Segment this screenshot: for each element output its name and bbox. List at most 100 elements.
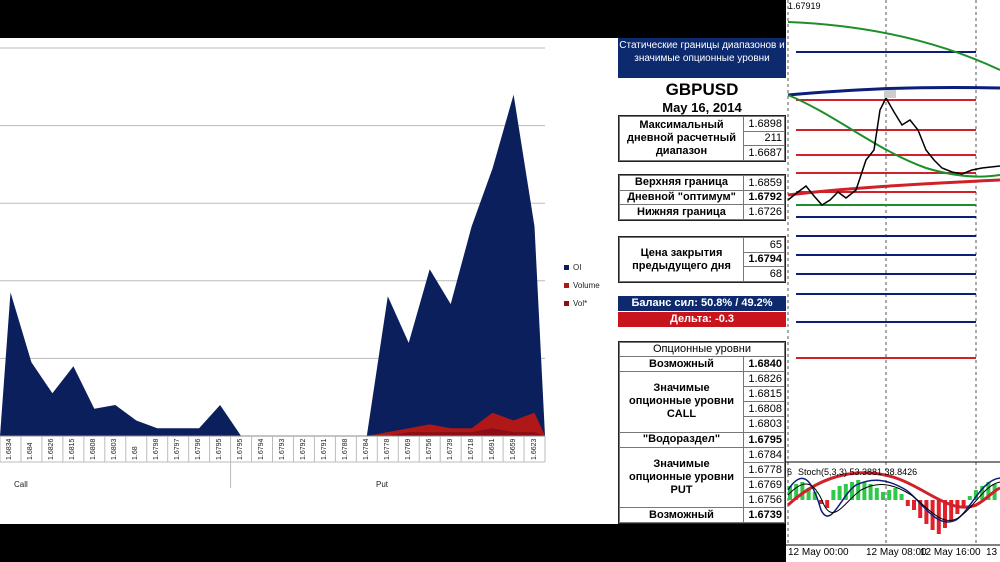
group-label-put: Put	[376, 480, 389, 489]
price-chart-window[interactable]: 1.67919 6 Stoch(5,3,3) 53.3881 38.8426 1…	[786, 0, 1000, 562]
stoch-bar	[893, 488, 898, 500]
option-levels-header: Опционные уровни	[619, 342, 785, 357]
close-lower: 68	[743, 266, 785, 282]
possible-bottom-label: Возможный	[619, 507, 744, 523]
close-price: 1.6794	[743, 251, 785, 268]
call-level-2: 1.6815	[743, 386, 785, 403]
stoch-signal-line	[787, 481, 1000, 521]
stoch-bar	[918, 500, 923, 518]
stoch-bar	[924, 500, 929, 524]
high-marker	[884, 90, 896, 98]
stoch-bar	[856, 480, 861, 500]
x-tick-label: 1.6796	[195, 438, 203, 460]
legend-label: OI	[573, 263, 581, 272]
stoch-bar	[819, 500, 823, 504]
stoch-bar	[874, 488, 879, 500]
series-area-vol	[0, 428, 545, 436]
stoch-bar	[912, 500, 916, 510]
x-tick-label: 1.6794	[258, 438, 266, 460]
call-level-3: 1.6808	[743, 401, 785, 418]
x-tick-label: 1.6659	[509, 438, 517, 460]
time-label-2: 12 May 08:00	[866, 547, 927, 558]
range-high: 1.6898	[743, 116, 785, 132]
x-tick-label: 1.6834	[6, 438, 14, 460]
x-tick-label: 1.6691	[488, 438, 496, 460]
report-date: May 16, 2014	[662, 100, 742, 115]
stoch-bar	[868, 484, 873, 500]
delta-bar: Дельта: -0.3	[618, 312, 786, 327]
call-level-1: 1.6826	[743, 370, 785, 388]
x-tick-label: 1.6803	[111, 438, 119, 460]
time-label-1: 12 May 00:00	[788, 547, 849, 558]
optimum-value: 1.6792	[743, 189, 785, 206]
time-label-3: 12 May 16:00	[920, 547, 981, 558]
upper-bound-value: 1.6859	[743, 175, 785, 191]
possible-bottom-value: 1.6739	[743, 507, 785, 523]
stoch-bar	[949, 500, 954, 522]
ma-blue-line	[787, 85, 1000, 97]
stoch-bar	[967, 496, 972, 500]
stoch-bar	[794, 484, 799, 500]
ma-red-line	[787, 178, 1000, 197]
range-label: Максимальный дневной расчетный диапазон	[619, 116, 744, 161]
lower-bound-label: Нижняя граница	[619, 204, 744, 220]
stoch-prefix: 6	[787, 467, 793, 477]
balance-bar: Баланс сил: 50.8% / 49.2%	[618, 296, 786, 311]
ma-green-line-top	[787, 21, 1000, 71]
currency-pair: GBPUSD	[665, 80, 739, 99]
upper-bound-label: Верхняя граница	[619, 175, 744, 191]
call-label: Значимые опционные уровни CALL	[619, 371, 744, 433]
stoch-bar	[862, 482, 867, 500]
x-tick-label: 1.6808	[90, 438, 98, 460]
x-tick-label: 1.6623	[530, 438, 538, 460]
put-level-2: 1.6778	[743, 461, 785, 478]
legend-swatch	[564, 265, 569, 270]
x-tick-label: 1.68	[132, 446, 140, 460]
legend-swatch	[564, 283, 569, 288]
range-low: 1.6687	[743, 145, 785, 161]
optimum-label: Дневной "оптимум"	[619, 189, 744, 206]
put-level-4: 1.6756	[743, 491, 785, 509]
stoch-bar	[887, 490, 892, 500]
x-tick-label: 1.6826	[48, 438, 56, 460]
x-tick-label: 1.6718	[467, 438, 475, 460]
legend-label: Volume	[573, 281, 600, 290]
watershed-label: "Водораздел"	[619, 431, 744, 448]
stoch-bar	[850, 482, 854, 500]
possible-top-value: 1.6840	[743, 356, 785, 372]
price-chart-svg	[786, 0, 1000, 562]
panel-title: Статические границы диапазонов и значимы…	[618, 38, 786, 78]
option-levels-box: Опционные уровни Возможный 1.6840 Значим…	[618, 341, 786, 524]
price-top-label: 1.67919	[788, 1, 821, 11]
x-tick-label: 1.6756	[425, 438, 433, 460]
x-tick-label: 1.6769	[404, 438, 412, 460]
possible-top-label: Возможный	[619, 356, 744, 372]
x-tick-label: 1.6778	[383, 438, 391, 460]
put-level-1: 1.6784	[743, 446, 785, 463]
close-label: Цена закрытия предыдущего дня	[619, 237, 744, 282]
series-area-volume	[0, 412, 545, 436]
stoch-bar	[881, 492, 885, 500]
watershed-value: 1.6795	[743, 431, 785, 448]
lower-bound-value: 1.6726	[743, 204, 785, 220]
area-chart-svg: OI Volume Vol*	[0, 47, 600, 488]
close-upper: 65	[743, 237, 785, 253]
call-level-4: 1.6803	[743, 416, 785, 433]
x-tick-label: 1.6791	[320, 438, 328, 460]
stoch-bar	[837, 486, 842, 500]
stoch-bar	[831, 490, 836, 500]
put-level-3: 1.6769	[743, 476, 785, 493]
x-tick-label: 1.6815	[69, 438, 77, 460]
stoch-bar	[812, 492, 817, 500]
option-area-chart: OI Volume Vol* 1.6834 1.684 1.6826 1.6815 1.68…	[0, 38, 618, 524]
stoch-bar	[825, 500, 830, 508]
stoch-bar	[806, 488, 811, 500]
range-box: Максимальный дневной расчетный диапазон …	[618, 115, 786, 162]
x-tick-label: 1.6784	[362, 438, 370, 460]
x-tick-label: 1.6795	[216, 438, 224, 460]
optimum-box: Верхняя граница 1.6859 Дневной "оптимум"…	[618, 174, 786, 221]
group-label-call: Call	[14, 480, 28, 489]
stoch-red-line	[786, 471, 1000, 509]
put-label: Значимые опционные уровни PUT	[619, 446, 744, 508]
series-area-oi	[0, 94, 545, 436]
